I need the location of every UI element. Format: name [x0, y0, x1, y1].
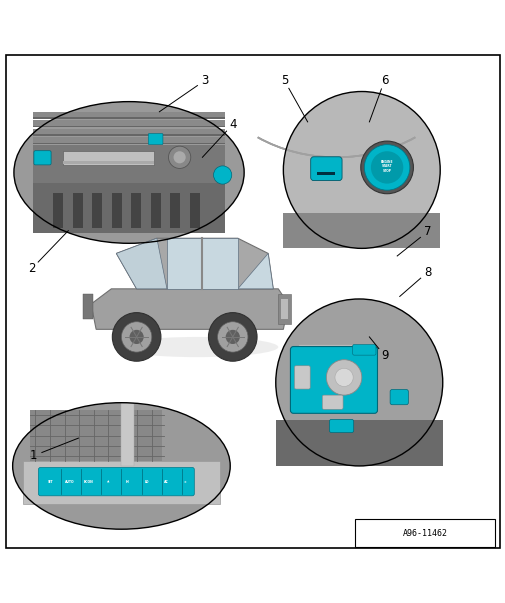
Circle shape [370, 151, 402, 183]
Bar [33, 145, 225, 183]
Circle shape [275, 299, 442, 466]
Text: 7: 7 [423, 225, 430, 238]
FancyBboxPatch shape [290, 347, 377, 413]
Text: LO: LO [144, 479, 148, 484]
FancyBboxPatch shape [354, 519, 494, 548]
FancyBboxPatch shape [294, 366, 310, 389]
Circle shape [121, 322, 152, 352]
Text: ENGINE
START
STOP: ENGINE START STOP [380, 160, 392, 172]
Bar [280, 299, 288, 319]
Circle shape [364, 145, 409, 190]
Polygon shape [116, 238, 167, 289]
Text: 2: 2 [28, 262, 35, 275]
Bar [53, 193, 63, 228]
Bar [33, 118, 225, 119]
Bar [278, 294, 290, 324]
Bar [33, 112, 225, 118]
Bar [73, 193, 83, 228]
Bar [131, 193, 141, 228]
Bar [92, 193, 102, 228]
Bar [283, 213, 439, 248]
Ellipse shape [14, 102, 243, 243]
FancyBboxPatch shape [310, 157, 341, 180]
Circle shape [217, 322, 247, 352]
Bar [298, 344, 374, 357]
Bar [83, 294, 92, 319]
Text: 6: 6 [380, 74, 387, 87]
Text: 8: 8 [423, 266, 430, 279]
FancyBboxPatch shape [329, 420, 353, 432]
Circle shape [208, 312, 257, 361]
Circle shape [360, 141, 413, 194]
Bar [33, 183, 225, 233]
Ellipse shape [116, 337, 278, 357]
Bar [150, 193, 161, 228]
Bar [33, 134, 225, 136]
Bar [23, 461, 220, 504]
FancyBboxPatch shape [352, 344, 375, 355]
Circle shape [283, 92, 439, 248]
Polygon shape [237, 253, 273, 289]
FancyBboxPatch shape [34, 151, 51, 165]
Text: SIT: SIT [47, 479, 54, 484]
Circle shape [326, 360, 361, 395]
Bar [33, 120, 225, 126]
Bar [121, 403, 134, 466]
Text: 1: 1 [30, 449, 37, 463]
Bar [63, 162, 154, 164]
Text: A96-11462: A96-11462 [402, 529, 446, 538]
Text: HI: HI [125, 479, 129, 484]
Bar [33, 143, 225, 144]
Text: ECON: ECON [84, 479, 94, 484]
Bar [33, 137, 225, 143]
Circle shape [225, 330, 239, 344]
Circle shape [129, 330, 143, 344]
Text: 3: 3 [201, 74, 208, 87]
FancyBboxPatch shape [148, 133, 163, 145]
FancyBboxPatch shape [322, 395, 342, 409]
FancyBboxPatch shape [38, 467, 194, 496]
Circle shape [213, 166, 231, 184]
Polygon shape [116, 238, 273, 289]
Text: 4: 4 [229, 118, 236, 131]
Circle shape [173, 151, 185, 163]
Text: 9: 9 [380, 349, 387, 362]
Text: AUTO: AUTO [65, 479, 75, 484]
Bar [30, 410, 162, 461]
Circle shape [112, 312, 161, 361]
Bar [33, 126, 225, 127]
Bar [189, 193, 199, 228]
Bar [112, 193, 122, 228]
Circle shape [334, 368, 352, 387]
Circle shape [168, 146, 190, 168]
Polygon shape [167, 238, 237, 289]
Bar [317, 172, 335, 175]
Bar [33, 128, 225, 134]
Polygon shape [91, 289, 288, 329]
Bar [275, 420, 442, 466]
Ellipse shape [13, 403, 230, 529]
FancyBboxPatch shape [389, 390, 408, 405]
Bar [170, 193, 180, 228]
Bar [63, 151, 154, 165]
Text: ❄: ❄ [183, 479, 186, 484]
Text: ▲: ▲ [107, 479, 109, 484]
Text: 5: 5 [280, 74, 287, 87]
Text: AC: AC [163, 479, 168, 484]
